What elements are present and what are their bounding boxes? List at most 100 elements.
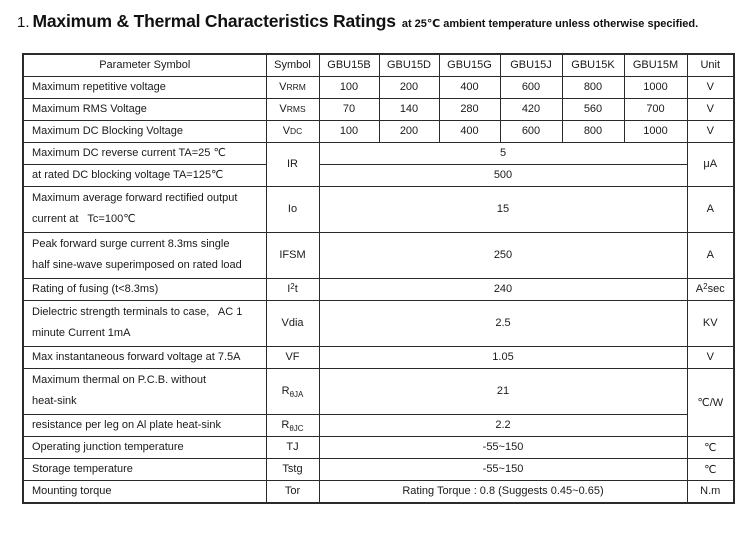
value-cell: 400 bbox=[438, 75, 501, 99]
value-cell: 5 bbox=[318, 141, 688, 165]
symbol-cell: VRRM bbox=[265, 75, 320, 99]
symbol-part: θJC bbox=[289, 423, 304, 433]
value-cell: 800 bbox=[561, 75, 625, 99]
table-header: Parameter Symbol Symbol GBU15B GBU15D GBU15G… bbox=[22, 53, 735, 77]
param-cell: resistance per leg on Al plate heat-sink bbox=[22, 413, 267, 437]
value-cell: 200 bbox=[378, 75, 440, 99]
param-cell: Rating of fusing (t<8.3ms) bbox=[22, 277, 267, 301]
value-cell: 500 bbox=[318, 163, 688, 187]
header-parameter-symbol: Parameter Symbol bbox=[22, 53, 267, 77]
unit-cell: ℃ bbox=[686, 435, 735, 459]
section-heading: 1. Maximum & Thermal Characteristics Rati… bbox=[17, 11, 755, 32]
symbol-part: R bbox=[281, 419, 290, 431]
value-cell: 240 bbox=[318, 277, 688, 301]
value-cell: 700 bbox=[623, 97, 688, 121]
value-cell: 2.2 bbox=[318, 413, 688, 437]
symbol-part: RRM bbox=[286, 82, 306, 92]
param-cell: Maximum DC Blocking Voltage bbox=[22, 119, 267, 143]
symbol-part: 2 bbox=[290, 281, 295, 291]
value-cell: 280 bbox=[438, 97, 501, 121]
unit-cell: V bbox=[686, 75, 735, 99]
table-row: Maximum DC reverse current TA=25 ℃ IR 5 μA bbox=[22, 141, 735, 187]
value-cell: 250 bbox=[318, 231, 688, 279]
symbol-cell: RθJC bbox=[265, 413, 320, 437]
symbol-cell: I2t bbox=[265, 277, 320, 301]
param-cell: Storage temperature bbox=[22, 457, 267, 481]
symbol-part: I bbox=[287, 283, 291, 295]
unit-cell: V bbox=[686, 345, 735, 369]
section-subtitle: at 25℃ ambient temperature unless otherw… bbox=[401, 18, 699, 30]
table-row: Max instantaneous forward voltage at 7.5… bbox=[22, 345, 735, 369]
header-symbol: Symbol bbox=[265, 53, 320, 77]
symbol-cell: VF bbox=[265, 345, 320, 369]
table-row: resistance per leg on Al plate heat-sink… bbox=[22, 413, 734, 437]
value-cell: 100 bbox=[318, 75, 380, 99]
symbol-cell: Io bbox=[265, 185, 320, 233]
symbol-part: 2 bbox=[703, 281, 708, 291]
header-gbu15d: GBU15D bbox=[378, 53, 440, 77]
header-gbu15g: GBU15G bbox=[438, 53, 501, 77]
symbol-cell: IR bbox=[265, 141, 320, 187]
param-cell: at rated DC blocking voltage TA=125℃ bbox=[22, 163, 267, 187]
param-cell: Maximum average forward rectified output… bbox=[22, 185, 267, 233]
table-row: Dielectric strength terminals to case, A… bbox=[22, 299, 735, 347]
header-unit: Unit bbox=[686, 53, 735, 77]
symbol-part: V bbox=[282, 125, 291, 137]
header-gbu15j: GBU15J bbox=[499, 53, 563, 77]
value-cell: 600 bbox=[499, 75, 563, 99]
value-cell: 1000 bbox=[623, 75, 688, 99]
table-row: Storage temperature Tstg -55~150 ℃ bbox=[22, 457, 735, 481]
value-cell: 200 bbox=[378, 119, 440, 143]
param-cell: Max instantaneous forward voltage at 7.5… bbox=[22, 345, 267, 369]
symbol-cell: VDC bbox=[265, 119, 320, 143]
unit-cell: A bbox=[686, 185, 735, 233]
table-row: Mounting torque Tor Rating Torque : 0.8 (S… bbox=[22, 479, 735, 503]
value-cell: 600 bbox=[499, 119, 563, 143]
value-cell: -55~150 bbox=[318, 435, 688, 459]
header-gbu15b: GBU15B bbox=[318, 53, 380, 77]
param-cell: Maximum RMS Voltage bbox=[22, 97, 267, 121]
table-row: Maximum average forward rectified output… bbox=[22, 185, 735, 233]
table-row: at rated DC blocking voltage TA=125℃ 500 bbox=[22, 163, 734, 187]
header-gbu15k: GBU15K bbox=[561, 53, 625, 77]
param-cell: Operating junction temperature bbox=[22, 435, 267, 459]
symbol-part: θJA bbox=[289, 389, 304, 399]
symbol-cell: Vdia bbox=[265, 299, 320, 347]
symbol-cell: TJ bbox=[265, 435, 320, 459]
table-row: Maximum thermal on P.C.B. without heat-s… bbox=[22, 367, 735, 437]
unit-cell: V bbox=[686, 119, 735, 143]
param-cell: Mounting torque bbox=[22, 479, 267, 503]
value-cell: 1.05 bbox=[318, 345, 688, 369]
symbol-part: RMS bbox=[286, 104, 306, 114]
unit-cell: N.m bbox=[686, 479, 735, 503]
symbol-part: A bbox=[695, 283, 704, 295]
value-cell: -55~150 bbox=[318, 457, 688, 481]
unit-cell: V bbox=[686, 97, 735, 121]
table-row: Maximum RMS Voltage VRMS 70 140 280 420 560 700… bbox=[22, 97, 735, 121]
symbol-cell: VRMS bbox=[265, 97, 320, 121]
value-cell: 2.5 bbox=[318, 299, 688, 347]
unit-cell: ℃/W bbox=[686, 367, 735, 437]
table-row: Maximum repetitive voltage VRRM 100 200 400 6… bbox=[22, 75, 735, 99]
symbol-part: t bbox=[294, 283, 298, 295]
param-cell: Peak forward surge current 8.3ms single … bbox=[22, 231, 267, 279]
section-title: Maximum & Thermal Characteristics Rating… bbox=[32, 11, 397, 31]
value-cell: 400 bbox=[438, 119, 501, 143]
value-cell: 100 bbox=[318, 119, 380, 143]
table-row: Peak forward surge current 8.3ms single … bbox=[22, 231, 735, 279]
param-cell: Maximum DC reverse current TA=25 ℃ bbox=[22, 141, 267, 165]
ratings-table: Parameter Symbol Symbol GBU15B GBU15D GBU15G… bbox=[22, 53, 735, 504]
symbol-part: V bbox=[279, 81, 287, 93]
value-cell: 1000 bbox=[623, 119, 688, 143]
symbol-part: DC bbox=[290, 126, 303, 136]
param-cell: Maximum repetitive voltage bbox=[22, 75, 267, 99]
unit-cell: ℃ bbox=[686, 457, 735, 481]
value-cell: 800 bbox=[561, 119, 625, 143]
symbol-cell: IFSM bbox=[265, 231, 320, 279]
header-gbu15m: GBU15M bbox=[623, 53, 688, 77]
value-cell: Rating Torque : 0.8 (Suggests 0.45~0.65) bbox=[318, 479, 688, 503]
table-row: Maximum DC Blocking Voltage VDC 100 200 400 6… bbox=[22, 119, 735, 143]
section-number: 1. bbox=[17, 14, 30, 31]
value-cell: 420 bbox=[499, 97, 563, 121]
value-cell: 15 bbox=[318, 185, 688, 233]
